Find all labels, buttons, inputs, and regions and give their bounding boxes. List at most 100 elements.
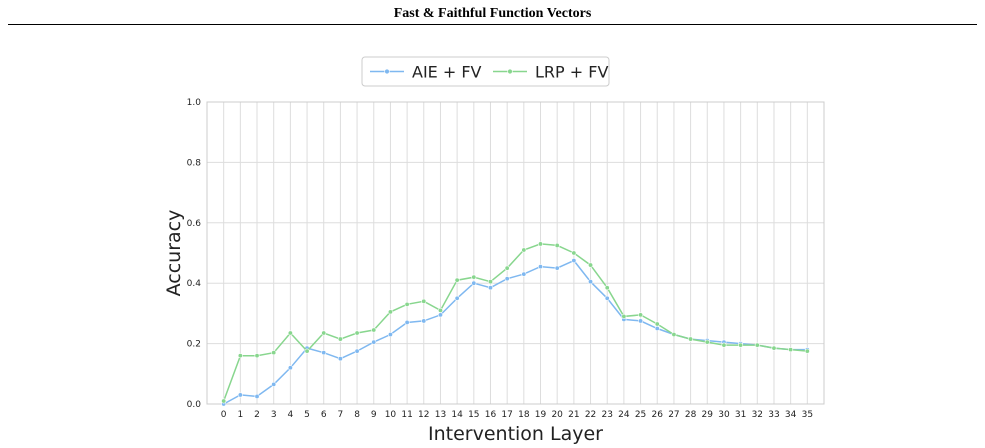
- data-point: [237, 392, 243, 398]
- x-tick-label: 16: [485, 410, 497, 420]
- x-tick-label: 4: [288, 410, 294, 420]
- legend: AIE + FV LRP + FV: [361, 56, 610, 87]
- x-tick-label: 7: [338, 410, 344, 420]
- x-tick-label: 25: [635, 410, 646, 420]
- data-point: [721, 342, 727, 348]
- series-0: [221, 258, 810, 407]
- y-axis-label: Accuracy: [163, 210, 185, 297]
- data-point: [554, 242, 560, 248]
- x-tick-label: 8: [354, 410, 360, 420]
- data-point: [337, 356, 343, 362]
- data-point: [271, 350, 277, 356]
- data-point: [487, 285, 493, 291]
- data-point: [454, 295, 460, 301]
- x-tick-label: 21: [568, 410, 579, 420]
- data-point: [337, 336, 343, 342]
- data-point: [654, 325, 660, 331]
- data-point: [604, 295, 610, 301]
- series-layer: [221, 241, 810, 407]
- data-point: [237, 353, 243, 359]
- y-tick-label: 0.8: [187, 158, 202, 168]
- x-tick-label: 3: [271, 410, 277, 420]
- x-tick-label: 10: [385, 410, 397, 420]
- data-point: [671, 332, 677, 338]
- x-tick-label: 22: [585, 410, 596, 420]
- legend-label: LRP + FV: [535, 63, 608, 82]
- data-point: [788, 347, 794, 353]
- data-point: [471, 280, 477, 286]
- data-point: [754, 342, 760, 348]
- data-point: [638, 312, 644, 318]
- x-tick-label: 27: [668, 410, 679, 420]
- data-point: [287, 330, 293, 336]
- x-tick-label: 0: [221, 410, 227, 420]
- data-point: [504, 265, 510, 271]
- data-point: [287, 365, 293, 371]
- data-point: [271, 381, 277, 387]
- x-axis-label: Intervention Layer: [428, 423, 603, 445]
- y-tick-label: 0.6: [187, 219, 202, 229]
- data-point: [254, 353, 260, 359]
- x-tick-label: 33: [768, 410, 779, 420]
- x-tick-label: 15: [468, 410, 479, 420]
- chart-grid: [207, 101, 824, 405]
- legend-marker: [507, 68, 513, 75]
- data-point: [804, 348, 810, 354]
- data-point: [304, 348, 310, 354]
- x-tick-label: 1: [237, 410, 243, 420]
- x-tick-label: 9: [371, 410, 377, 420]
- x-tick-label: 29: [702, 410, 714, 420]
- data-point: [254, 393, 260, 399]
- data-point: [738, 342, 744, 348]
- x-tick-label: 20: [551, 410, 563, 420]
- data-point: [437, 312, 443, 318]
- header-rule: [8, 24, 977, 25]
- x-tick-label: 19: [535, 410, 547, 420]
- y-tick-label: 0.4: [187, 279, 202, 289]
- data-point: [704, 339, 710, 345]
- data-point: [521, 247, 527, 253]
- legend-marker: [384, 68, 390, 75]
- data-point: [688, 336, 694, 342]
- x-tick-label: 14: [451, 410, 463, 420]
- data-point: [471, 274, 477, 280]
- x-tick-label: 26: [652, 410, 664, 420]
- x-tick-label: 31: [735, 410, 746, 420]
- x-tick-label: 5: [304, 410, 310, 420]
- data-point: [504, 276, 510, 282]
- data-point: [654, 321, 660, 327]
- x-tick-label: 28: [685, 410, 697, 420]
- data-point: [454, 277, 460, 283]
- data-point: [371, 327, 377, 333]
- data-point: [371, 339, 377, 345]
- x-tick-label: 32: [752, 410, 763, 420]
- data-point: [604, 285, 610, 291]
- x-tick-label: 13: [435, 410, 446, 420]
- data-point: [588, 279, 594, 285]
- x-tick-label: 11: [401, 410, 412, 420]
- data-point: [421, 298, 427, 304]
- data-point: [321, 350, 327, 356]
- plot-frame: [206, 101, 825, 405]
- y-tick-label: 0.0: [187, 400, 202, 410]
- x-tick-label: 6: [321, 410, 327, 420]
- x-tick-label: 2: [254, 410, 260, 420]
- data-point: [437, 307, 443, 313]
- page-title: Fast & Faithful Function Vectors: [393, 6, 592, 21]
- x-tick-label: 12: [418, 410, 429, 420]
- series-line: [223, 259, 808, 405]
- x-tick-label: 34: [785, 410, 797, 420]
- page-header: Fast & Faithful Function Vectors: [0, 0, 985, 26]
- legend-box: [361, 56, 610, 87]
- data-point: [771, 345, 777, 351]
- y-tick-label: 0.2: [187, 340, 201, 350]
- data-point: [404, 301, 410, 307]
- data-point: [554, 265, 560, 271]
- data-point: [354, 330, 360, 336]
- series-1: [221, 241, 810, 404]
- data-point: [354, 348, 360, 354]
- x-tick-labels: 0 1 2 3 4 5 6 7 8 9 10 11 12 13 14 15 16 17 18 19 20 21 22 23 24…: [221, 410, 813, 420]
- data-point: [321, 330, 327, 336]
- data-point: [538, 264, 544, 270]
